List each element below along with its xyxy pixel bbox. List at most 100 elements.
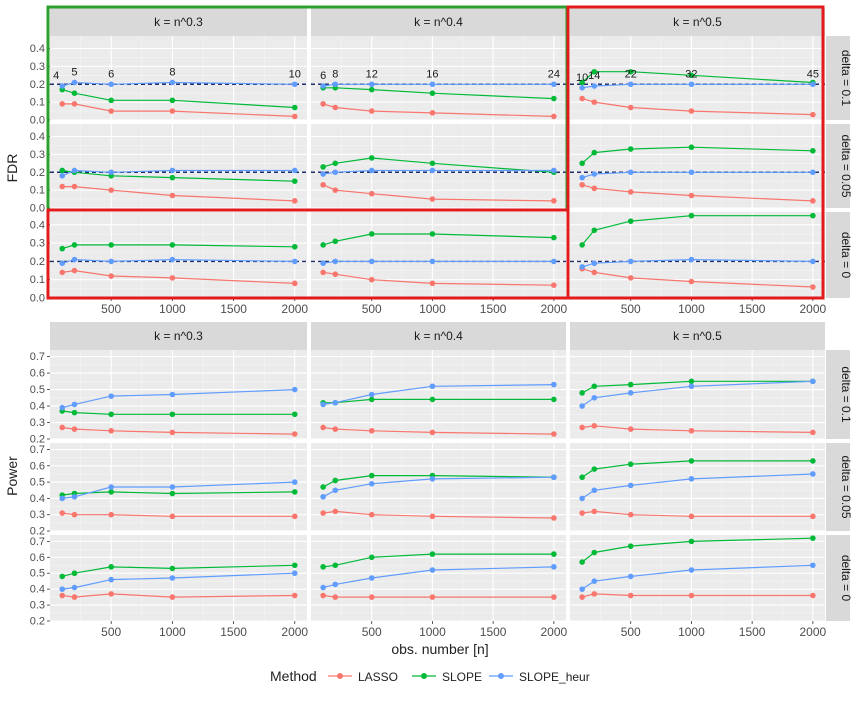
fdr-row-strip-1 [826,124,850,208]
fdr-panel-r0-c0-point-slope [108,97,114,104]
power-panel-r2-c1-point-slope-heur [320,584,326,591]
power-panel-r1-c0-y-tick-label: 0.6 [30,460,45,472]
power-row-strip-2 [826,535,850,621]
fdr-panel-r2-c1-point-slope [429,231,436,237]
fdr-panel-r2-c1-point-slope-heur [368,258,375,265]
fdr-panel-r2-c0-point-slope-heur [71,256,78,263]
power-panel-r2-c2-background [570,535,825,621]
fdr-panel-r0-c0-point-label: 10 [289,68,301,80]
fdr-panel-r0-c0: 4 5 6 8 10 [50,36,307,121]
power-panel-r1-c2-point-slope-heur [688,476,695,482]
fdr-panel-r2-c0-x-tick-label: 1500 [220,302,247,316]
fdr-panel-r0-c2-point-slope-heur [688,81,695,88]
power-panel-r2-c0-point-slope-heur [108,576,114,583]
power-panel-r0-c0-point-lasso [71,426,78,432]
power-panel-r1-c1-point-lasso [320,510,326,516]
fdr-panel-r1-c1-point-lasso [429,196,436,202]
fdr-panel-r1-c2-point-lasso [579,181,585,188]
fdr-panel-r1-c1-point-slope-heur [368,167,375,174]
fdr-panel-r1-c2-point-slope-heur [627,169,634,176]
fdr-panel-r0-c1-point-label: 12 [366,68,378,80]
power-panel-r1-c1-point-slope [320,484,326,490]
fdr-panel-r2-c1-point-slope [320,242,326,248]
fdr-panel-r1-c0-point-slope-heur [108,169,114,176]
power-panel-r1-c0-point-slope [108,489,114,495]
fdr-panel-r1-c0-point-lasso [291,198,298,204]
power-panel-r0-c0-point-slope-heur [108,393,114,399]
power-panel-r2-c0-point-lasso [291,592,298,599]
fdr-panel-r2-c1-point-slope [332,238,339,245]
power-panel-r0-c0-point-lasso [108,427,114,434]
power-panel-r2-c1-point-lasso [368,594,375,600]
fdr-panel-r0-c1-point-slope [368,86,375,93]
power-panel-r2-c2-x-tick-label: 2000 [800,625,827,639]
power-panel-r1-c0-point-slope [291,489,298,495]
power-panel-r1-c0-y-tick-label: 0.5 [30,477,45,489]
fdr-panel-r1-c0-point-slope [59,167,66,174]
fdr-panel-r2-c0-point-slope [169,242,176,248]
power-panel-r0-c2-point-slope-heur [810,378,816,385]
fdr-panel-r2-c2-point-slope-heur [591,260,598,267]
fdr-panel-r0-c0-point-label: 6 [108,68,114,80]
fdr-panel-r1-c0-point-lasso [71,183,78,190]
power-panel-r1-c2-point-lasso [591,508,598,515]
power-panel-r2-c1-x-tick-label: 2000 [541,625,568,639]
power-panel-r0-c0-point-slope-heur [169,391,176,398]
fdr-panel-r2-c0-y-tick-label: 0.2 [30,256,45,268]
power-panel-r2-c1-point-lasso [551,594,557,600]
fdr-panel-r2-c2-point-slope [579,242,585,248]
fdr-panel-r2-c0-x-tick-label: 2000 [281,302,308,316]
power-col-strip-label-0: k = n^0.3 [154,329,203,343]
fdr-panel-r1-c2 [570,124,825,209]
fdr-panel-r2-c2-x-tick-label: 500 [621,302,641,316]
fdr-panel-r0-c2-point-label: 22 [625,68,637,80]
power-panel-r1-c2-point-slope-heur [579,495,585,502]
power-panel-r2-c0-y-tick-label: 0.6 [30,552,45,564]
fdr-panel-r1-c0 [50,124,307,209]
power-panel-r1-c2-point-slope [579,474,585,481]
fdr-panel-r0-c2-point-lasso [591,99,598,105]
fdr-panel-r0-c0-point-lasso [108,108,114,114]
power-panel-r1-c0-y-tick-label: 0.3 [30,509,45,521]
power-panel-r1-c0-point-lasso [108,511,114,518]
fdr-panel-r1-c0-point-slope [169,174,176,181]
power-panel-r1-c2-point-lasso [810,513,816,520]
power-panel-r2-c2-point-lasso [688,592,695,599]
power-panel-r0-c0-y-tick-label: 0.2 [30,434,45,446]
fdr-panel-r2-c0-point-lasso [71,267,78,274]
power-panel-r2-c2-point-slope [688,538,695,545]
power-panel-r2-c2 [570,535,825,622]
power-panel-r2-c0-point-lasso [71,594,78,600]
power-panel-r0-c0-y-tick-label: 0.3 [30,417,45,429]
power-panel-r1-c1-point-slope-heur [320,493,326,500]
power-panel-r2-c1-point-slope-heur [332,581,339,588]
fdr-panel-r2-c0-point-slope [291,243,298,250]
power-panel-r2-c2-point-slope-heur [591,578,598,584]
power-panel-r2-c0-point-slope-heur [291,570,298,577]
power-panel-r2-c0-point-slope [59,573,66,580]
power-panel-r2-c2-x-tick-label: 1500 [739,625,766,639]
fdr-panel-r0-c0-point-label: 8 [169,66,175,78]
legend-item-lasso: LASSO [328,670,398,684]
power-panel-r2-c2-point-slope-heur [688,567,695,573]
power-panel-r1-c2-point-slope [627,461,634,467]
fdr-panel-r0-c1-point-slope-heur [332,81,339,88]
fdr-panel-r0-c0-point-slope-heur [169,79,176,86]
power-panel-r1-c0-point-lasso [169,513,176,520]
fdr-panel-r2-c1 [311,212,566,299]
power-panel-r0-c2-point-slope-heur [688,383,695,390]
fdr-panel-r2-c1-point-lasso [332,271,339,278]
power-panel-r1-c0-point-lasso [59,510,66,516]
fdr-panel-r2-c2-x-tick-label: 1000 [678,302,705,316]
power-panel-r0-c1-point-lasso [320,424,326,431]
fdr-panel-r1-c1-point-slope-heur [551,167,557,174]
fdr-panel-r2-c0-point-lasso [169,275,176,281]
fdr-panel-r2-c2-point-slope [688,212,695,219]
power-panel-r2-c2-point-lasso [810,592,816,599]
fdr-panel-r2-c1-point-slope-heur [551,258,557,265]
power-panel-r2-c1-point-slope [429,551,436,557]
power-row-strip-0 [826,350,850,439]
power-panel-r0-c0-point-slope [71,409,78,416]
power-panel-r0-c1-point-slope-heur [368,391,375,398]
fdr-panel-r1-c2-point-lasso [688,192,695,199]
